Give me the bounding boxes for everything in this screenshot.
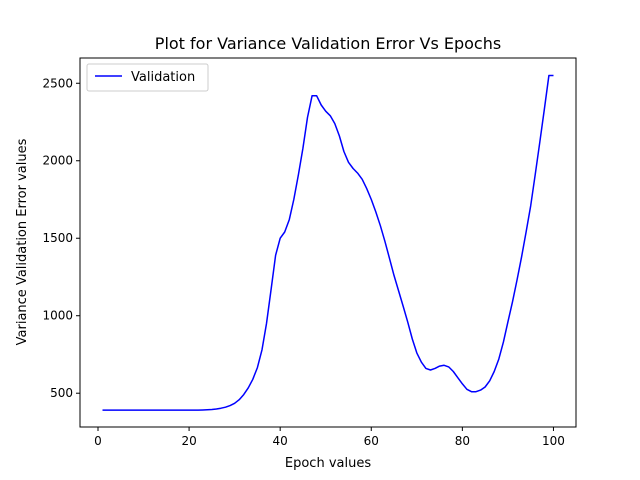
x-tick-label: 80 [455, 434, 470, 448]
y-tick-label: 2000 [42, 154, 73, 168]
legend-box [86, 63, 209, 92]
y-axis-ticks: 500 1000 1500 2000 2500 [42, 76, 80, 400]
chart-title: Plot for Variance Validation Error Vs Ep… [155, 34, 501, 53]
axes-frame [79, 57, 577, 428]
y-tick-label: 1500 [42, 231, 73, 245]
y-tick-label: 500 [50, 386, 73, 400]
x-axis-ticks: 0 20 40 60 80 100 [94, 427, 565, 448]
x-tick-label: 100 [542, 434, 565, 448]
x-tick-label: 20 [181, 434, 196, 448]
y-axis-label: Variance Validation Error values [15, 138, 30, 345]
y-tick-label: 1000 [42, 309, 73, 323]
legend-entry-validation: Validation [131, 70, 195, 85]
x-axis-label: Epoch values [285, 456, 371, 471]
x-tick-label: 60 [364, 434, 379, 448]
series-line-validation [102, 74, 554, 411]
plot-area [79, 57, 577, 428]
x-tick-label: 0 [94, 434, 102, 448]
x-tick-label: 40 [273, 434, 288, 448]
y-tick-label: 2500 [42, 76, 73, 90]
legend: Validation [86, 63, 209, 92]
